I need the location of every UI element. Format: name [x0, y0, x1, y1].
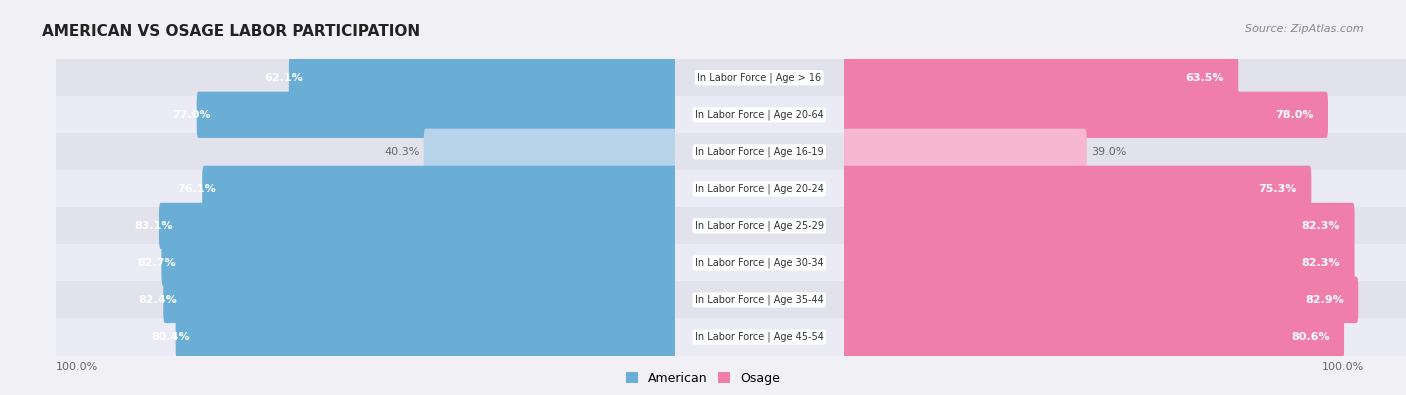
Text: In Labor Force | Age 20-64: In Labor Force | Age 20-64 — [695, 109, 824, 120]
FancyBboxPatch shape — [675, 134, 844, 170]
FancyBboxPatch shape — [202, 166, 676, 212]
FancyBboxPatch shape — [675, 96, 844, 134]
Text: 82.3%: 82.3% — [1302, 258, 1340, 268]
Text: 100.0%: 100.0% — [56, 362, 98, 372]
Text: 80.4%: 80.4% — [152, 332, 190, 342]
Text: 39.0%: 39.0% — [1091, 147, 1126, 157]
Text: Source: ZipAtlas.com: Source: ZipAtlas.com — [1246, 24, 1364, 34]
Text: In Labor Force | Age 16-19: In Labor Force | Age 16-19 — [695, 147, 824, 157]
Text: In Labor Force | Age 30-34: In Labor Force | Age 30-34 — [695, 258, 824, 268]
Text: 77.0%: 77.0% — [173, 110, 211, 120]
FancyBboxPatch shape — [56, 281, 675, 318]
FancyBboxPatch shape — [842, 55, 1239, 101]
FancyBboxPatch shape — [675, 207, 844, 245]
FancyBboxPatch shape — [56, 318, 675, 356]
Text: 100.0%: 100.0% — [1322, 362, 1364, 372]
FancyBboxPatch shape — [49, 60, 1406, 96]
FancyBboxPatch shape — [844, 281, 1406, 318]
FancyBboxPatch shape — [49, 208, 1406, 244]
FancyBboxPatch shape — [49, 245, 1406, 281]
FancyBboxPatch shape — [842, 166, 1312, 212]
Text: In Labor Force | Age 25-29: In Labor Force | Age 25-29 — [695, 221, 824, 231]
Text: 83.1%: 83.1% — [135, 221, 173, 231]
Text: 82.3%: 82.3% — [1302, 221, 1340, 231]
FancyBboxPatch shape — [844, 170, 1406, 207]
Text: AMERICAN VS OSAGE LABOR PARTICIPATION: AMERICAN VS OSAGE LABOR PARTICIPATION — [42, 24, 420, 39]
FancyBboxPatch shape — [49, 134, 1406, 169]
FancyBboxPatch shape — [844, 96, 1406, 134]
Text: 80.6%: 80.6% — [1291, 332, 1330, 342]
FancyBboxPatch shape — [56, 245, 675, 281]
Text: 82.4%: 82.4% — [139, 295, 177, 305]
Text: In Labor Force | Age 35-44: In Labor Force | Age 35-44 — [695, 295, 824, 305]
Text: In Labor Force | Age 45-54: In Labor Force | Age 45-54 — [695, 332, 824, 342]
FancyBboxPatch shape — [163, 277, 676, 323]
Text: In Labor Force | Age > 16: In Labor Force | Age > 16 — [697, 73, 821, 83]
FancyBboxPatch shape — [56, 96, 675, 134]
FancyBboxPatch shape — [675, 281, 844, 318]
FancyBboxPatch shape — [49, 319, 1406, 355]
FancyBboxPatch shape — [675, 170, 844, 207]
FancyBboxPatch shape — [844, 318, 1406, 356]
FancyBboxPatch shape — [56, 134, 675, 170]
Text: In Labor Force | Age 20-24: In Labor Force | Age 20-24 — [695, 184, 824, 194]
FancyBboxPatch shape — [842, 314, 1344, 360]
Text: 75.3%: 75.3% — [1258, 184, 1298, 194]
Text: 62.1%: 62.1% — [264, 73, 304, 83]
FancyBboxPatch shape — [675, 245, 844, 281]
FancyBboxPatch shape — [49, 171, 1406, 207]
Text: 82.7%: 82.7% — [136, 258, 176, 268]
FancyBboxPatch shape — [56, 170, 675, 207]
FancyBboxPatch shape — [197, 92, 676, 138]
FancyBboxPatch shape — [56, 207, 675, 245]
FancyBboxPatch shape — [842, 129, 1087, 175]
FancyBboxPatch shape — [844, 134, 1406, 170]
FancyBboxPatch shape — [162, 240, 676, 286]
Text: 40.3%: 40.3% — [384, 147, 419, 157]
FancyBboxPatch shape — [844, 59, 1406, 96]
FancyBboxPatch shape — [842, 240, 1354, 286]
FancyBboxPatch shape — [49, 282, 1406, 318]
Text: 82.9%: 82.9% — [1305, 295, 1344, 305]
FancyBboxPatch shape — [56, 59, 675, 96]
Text: 78.0%: 78.0% — [1275, 110, 1313, 120]
FancyBboxPatch shape — [842, 92, 1329, 138]
FancyBboxPatch shape — [49, 97, 1406, 133]
FancyBboxPatch shape — [423, 129, 676, 175]
Legend: American, Osage: American, Osage — [626, 372, 780, 385]
FancyBboxPatch shape — [159, 203, 676, 249]
FancyBboxPatch shape — [844, 245, 1406, 281]
FancyBboxPatch shape — [675, 318, 844, 356]
FancyBboxPatch shape — [842, 277, 1358, 323]
FancyBboxPatch shape — [675, 59, 844, 96]
Text: 63.5%: 63.5% — [1185, 73, 1225, 83]
FancyBboxPatch shape — [844, 207, 1406, 245]
FancyBboxPatch shape — [176, 314, 676, 360]
FancyBboxPatch shape — [288, 55, 676, 101]
FancyBboxPatch shape — [842, 203, 1354, 249]
Text: 76.1%: 76.1% — [177, 184, 217, 194]
